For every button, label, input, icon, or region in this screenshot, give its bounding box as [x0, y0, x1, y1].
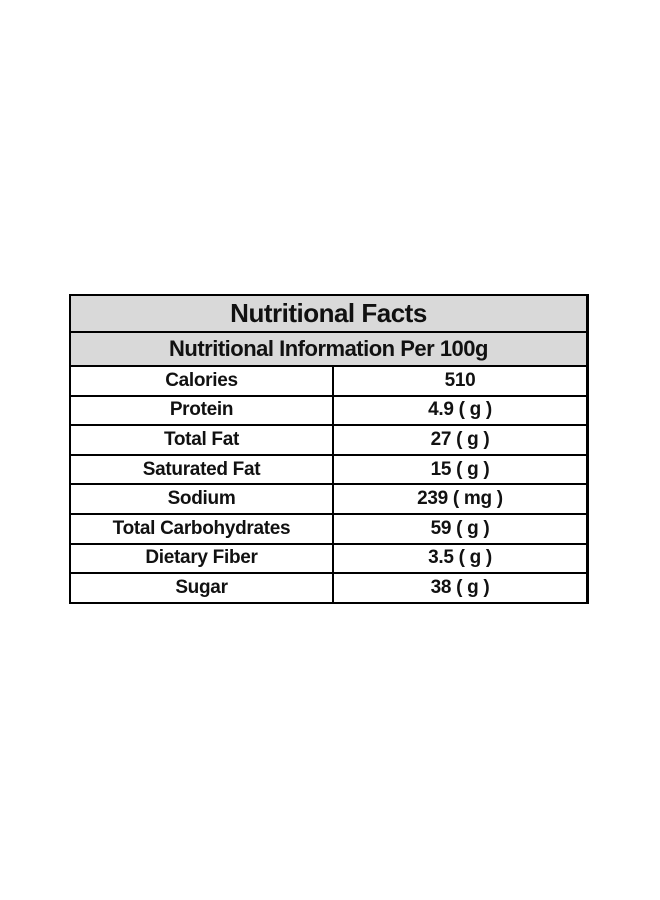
- subtitle-row: Nutritional Information Per 100g: [69, 331, 589, 367]
- nutrient-row: Sugar 38 ( g ): [69, 572, 589, 604]
- nutrient-row: Sodium 239 ( mg ): [69, 483, 589, 515]
- table-subtitle: Nutritional Information Per 100g: [69, 331, 589, 367]
- nutrient-name: Sugar: [69, 572, 334, 604]
- nutrient-amount: 510: [332, 365, 589, 397]
- nutrient-name: Dietary Fiber: [69, 542, 334, 575]
- table-body: Nutritional Facts Nutritional Informatio…: [69, 294, 589, 604]
- nutrient-row: Total Fat 27 ( g ): [69, 424, 589, 456]
- nutrient-row: Saturated Fat 15 ( g ): [69, 453, 589, 486]
- nutrient-name: Total Fat: [69, 424, 334, 456]
- nutrient-amount: 4.9 ( g ): [332, 394, 589, 427]
- nutrient-amount: 3.5 ( g ): [332, 542, 589, 575]
- nutrient-name: Calories: [69, 365, 334, 397]
- nutrient-name: Sodium: [69, 483, 334, 515]
- nutrient-name: Total Carbohydrates: [69, 512, 334, 545]
- nutrient-name: Saturated Fat: [69, 453, 334, 486]
- nutrient-row: Calories 510: [69, 365, 589, 397]
- nutrient-row: Dietary Fiber 3.5 ( g ): [69, 542, 589, 575]
- nutrition-table: Nutritional Facts Nutritional Informatio…: [69, 294, 589, 604]
- nutrient-amount: 15 ( g ): [332, 453, 589, 486]
- title-row: Nutritional Facts: [69, 294, 589, 333]
- nutrient-row: Total Carbohydrates 59 ( g ): [69, 512, 589, 545]
- nutrient-amount: 59 ( g ): [332, 512, 589, 545]
- nutrient-name: Protein: [69, 394, 334, 427]
- nutrient-amount: 239 ( mg ): [332, 483, 589, 515]
- nutrient-amount: 27 ( g ): [332, 424, 589, 456]
- table-title: Nutritional Facts: [69, 294, 589, 333]
- nutrient-row: Protein 4.9 ( g ): [69, 394, 589, 427]
- nutrient-amount: 38 ( g ): [332, 572, 589, 604]
